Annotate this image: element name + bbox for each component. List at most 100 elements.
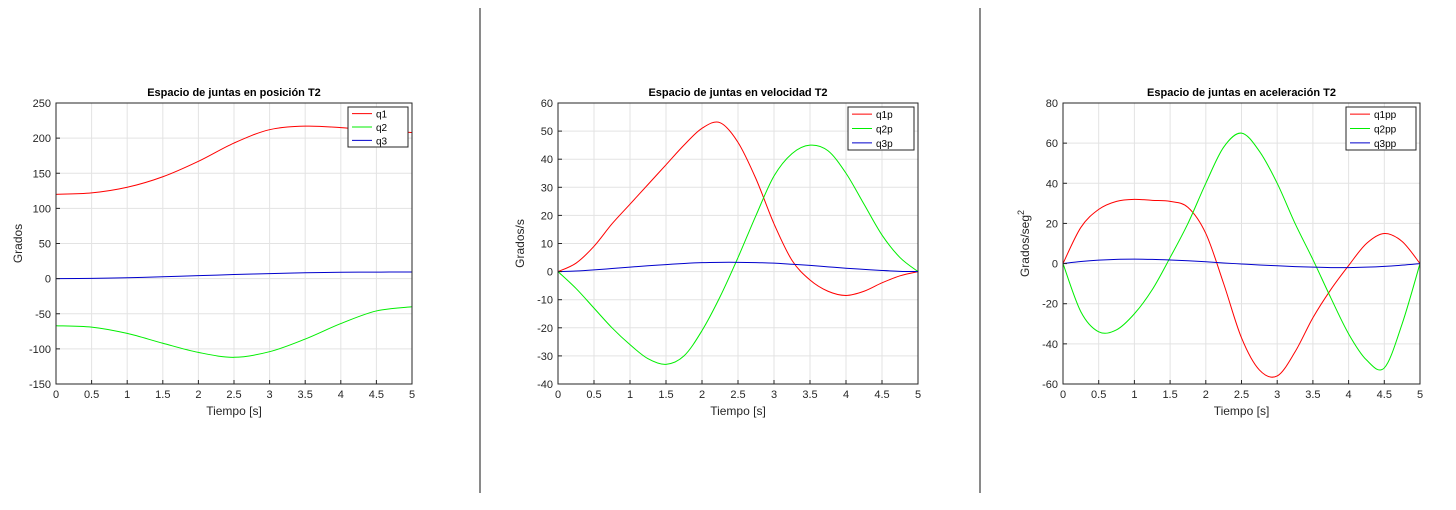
y-tick-label: -30 [537,351,553,363]
x-tick-label: 4 [843,389,849,401]
y-axis-label: Grados [11,224,25,263]
y-tick-label: 150 [33,168,51,180]
y-axis-label-text: Grados/seg [1018,215,1032,277]
y-tick-label: 250 [33,98,51,110]
x-tick-label: 0 [1060,389,1066,401]
y-tick-label: -20 [1042,299,1058,311]
series-line-q3pp [1062,258,1421,269]
x-tick-label: 0 [555,389,561,401]
x-axis-label: Tiempo [s] [710,404,766,418]
y-tick-label: 40 [1046,178,1058,190]
x-tick-label: 2 [1203,389,1209,401]
x-tick-label: 3 [771,389,777,401]
y-tick-label: 0 [547,267,553,279]
y-tick-label: 10 [541,239,553,251]
y-axis-label-text: Grados [11,224,25,263]
x-tick-label: 1 [124,389,130,401]
x-tick-label: 3.5 [298,389,313,401]
x-tick-label: 4 [338,389,344,401]
x-tick-label: 0.5 [84,389,99,401]
x-tick-label: 4.5 [874,389,889,401]
x-tick-label: 1.5 [155,389,170,401]
chart-title: Espacio de juntas en aceleración T2 [1147,87,1336,99]
legend-label-q2p: q2p [876,125,893,136]
series-line-q1pp [1062,198,1421,378]
x-tick-label: 5 [409,389,415,401]
series-line-q2 [55,306,413,358]
panel-divider-left [479,8,481,493]
position-chart: 0 0.5 1 1.5 2 2.5 3 3.5 4 4.5 5 -150 -100 -50 0 50 100 15… [11,87,415,418]
x-tick-label: 4.5 [1377,389,1392,401]
chart-title: Espacio de juntas en posición T2 [147,87,321,99]
y-tick-label: 60 [541,98,553,110]
x-tick-label: 0.5 [1091,389,1106,401]
x-tick-label: 2 [699,389,705,401]
legend-label-q3p: q3p [876,139,893,150]
y-tick-label: -150 [29,379,51,391]
x-tick-label: 2 [195,389,201,401]
y-tick-label: -60 [1042,379,1058,391]
x-tick-label: 4 [1346,389,1352,401]
y-tick-label: 50 [39,239,51,251]
velocity-chart: 0 0.5 1 1.5 2 2.5 3 3.5 4 4.5 5 -40 -30 -20 -10 0 10 20 30… [513,87,921,418]
y-tick-label: 20 [541,210,553,222]
y-tick-label: 200 [33,133,51,145]
legend-label-q1pp: q1pp [1374,110,1397,121]
legend-label-q1p: q1p [876,110,893,121]
y-tick-label: -40 [1042,339,1058,351]
y-tick-label: -20 [537,323,553,335]
y-tick-label: -100 [29,344,51,356]
x-tick-label: 2.5 [226,389,241,401]
x-axis-label: Tiempo [s] [1214,404,1270,418]
y-tick-label: -40 [537,379,553,391]
x-tick-label: 0 [53,389,59,401]
x-tick-label: 1.5 [1162,389,1177,401]
chart-title: Espacio de juntas en velocidad T2 [648,87,827,99]
x-tick-label: 0.5 [586,389,601,401]
acceleration-chart: 0 0.5 1 1.5 2 2.5 3 3.5 4 4.5 5 -60 -40 -20 0 20 40 60 80 E… [1016,87,1423,418]
y-axis-label-superscript: 2 [1016,210,1026,215]
x-tick-label: 4.5 [369,389,384,401]
x-tick-label: 3 [267,389,273,401]
series-line-q2p [557,144,919,365]
y-axis-label-text: Grados/s [513,219,527,268]
y-tick-label: 40 [541,154,553,166]
x-tick-label: 3.5 [1305,389,1320,401]
x-tick-label: 1.5 [658,389,673,401]
x-tick-label: 1 [1131,389,1137,401]
y-tick-label: 80 [1046,98,1058,110]
y-tick-label: 100 [33,203,51,215]
legend-label-q3pp: q3pp [1374,139,1397,150]
y-axis-label: Grados/seg2 [1016,210,1032,277]
legend: q1 q2 q3 [347,106,409,148]
series-line-q2pp [1062,132,1421,371]
y-tick-label: -10 [537,295,553,307]
series-line-q3p [557,261,919,273]
x-tick-label: 3 [1274,389,1280,401]
y-tick-label: 30 [541,182,553,194]
y-axis-label: Grados/s [513,219,527,268]
y-tick-label: 60 [1046,138,1058,150]
legend-label-q1: q1 [376,110,388,121]
x-tick-label: 1 [627,389,633,401]
y-tick-label: -50 [35,309,51,321]
series-line-q1p [557,121,919,296]
x-tick-label: 2.5 [1234,389,1249,401]
x-tick-label: 3.5 [802,389,817,401]
x-tick-label: 2.5 [730,389,745,401]
legend: q1p q2p q3p [847,106,915,151]
legend-label-q2: q2 [376,123,388,134]
y-tick-label: 0 [1052,259,1058,271]
y-tick-label: 50 [541,126,553,138]
legend-label-q3: q3 [376,136,388,147]
legend-label-q2pp: q2pp [1374,125,1397,136]
x-tick-label: 5 [915,389,921,401]
x-axis-label: Tiempo [s] [206,404,262,418]
series-line-q3 [55,271,413,280]
y-tick-label: 20 [1046,218,1058,230]
panel-divider-right [979,8,981,493]
x-tick-label: 5 [1417,389,1423,401]
y-tick-label: 0 [45,274,51,286]
